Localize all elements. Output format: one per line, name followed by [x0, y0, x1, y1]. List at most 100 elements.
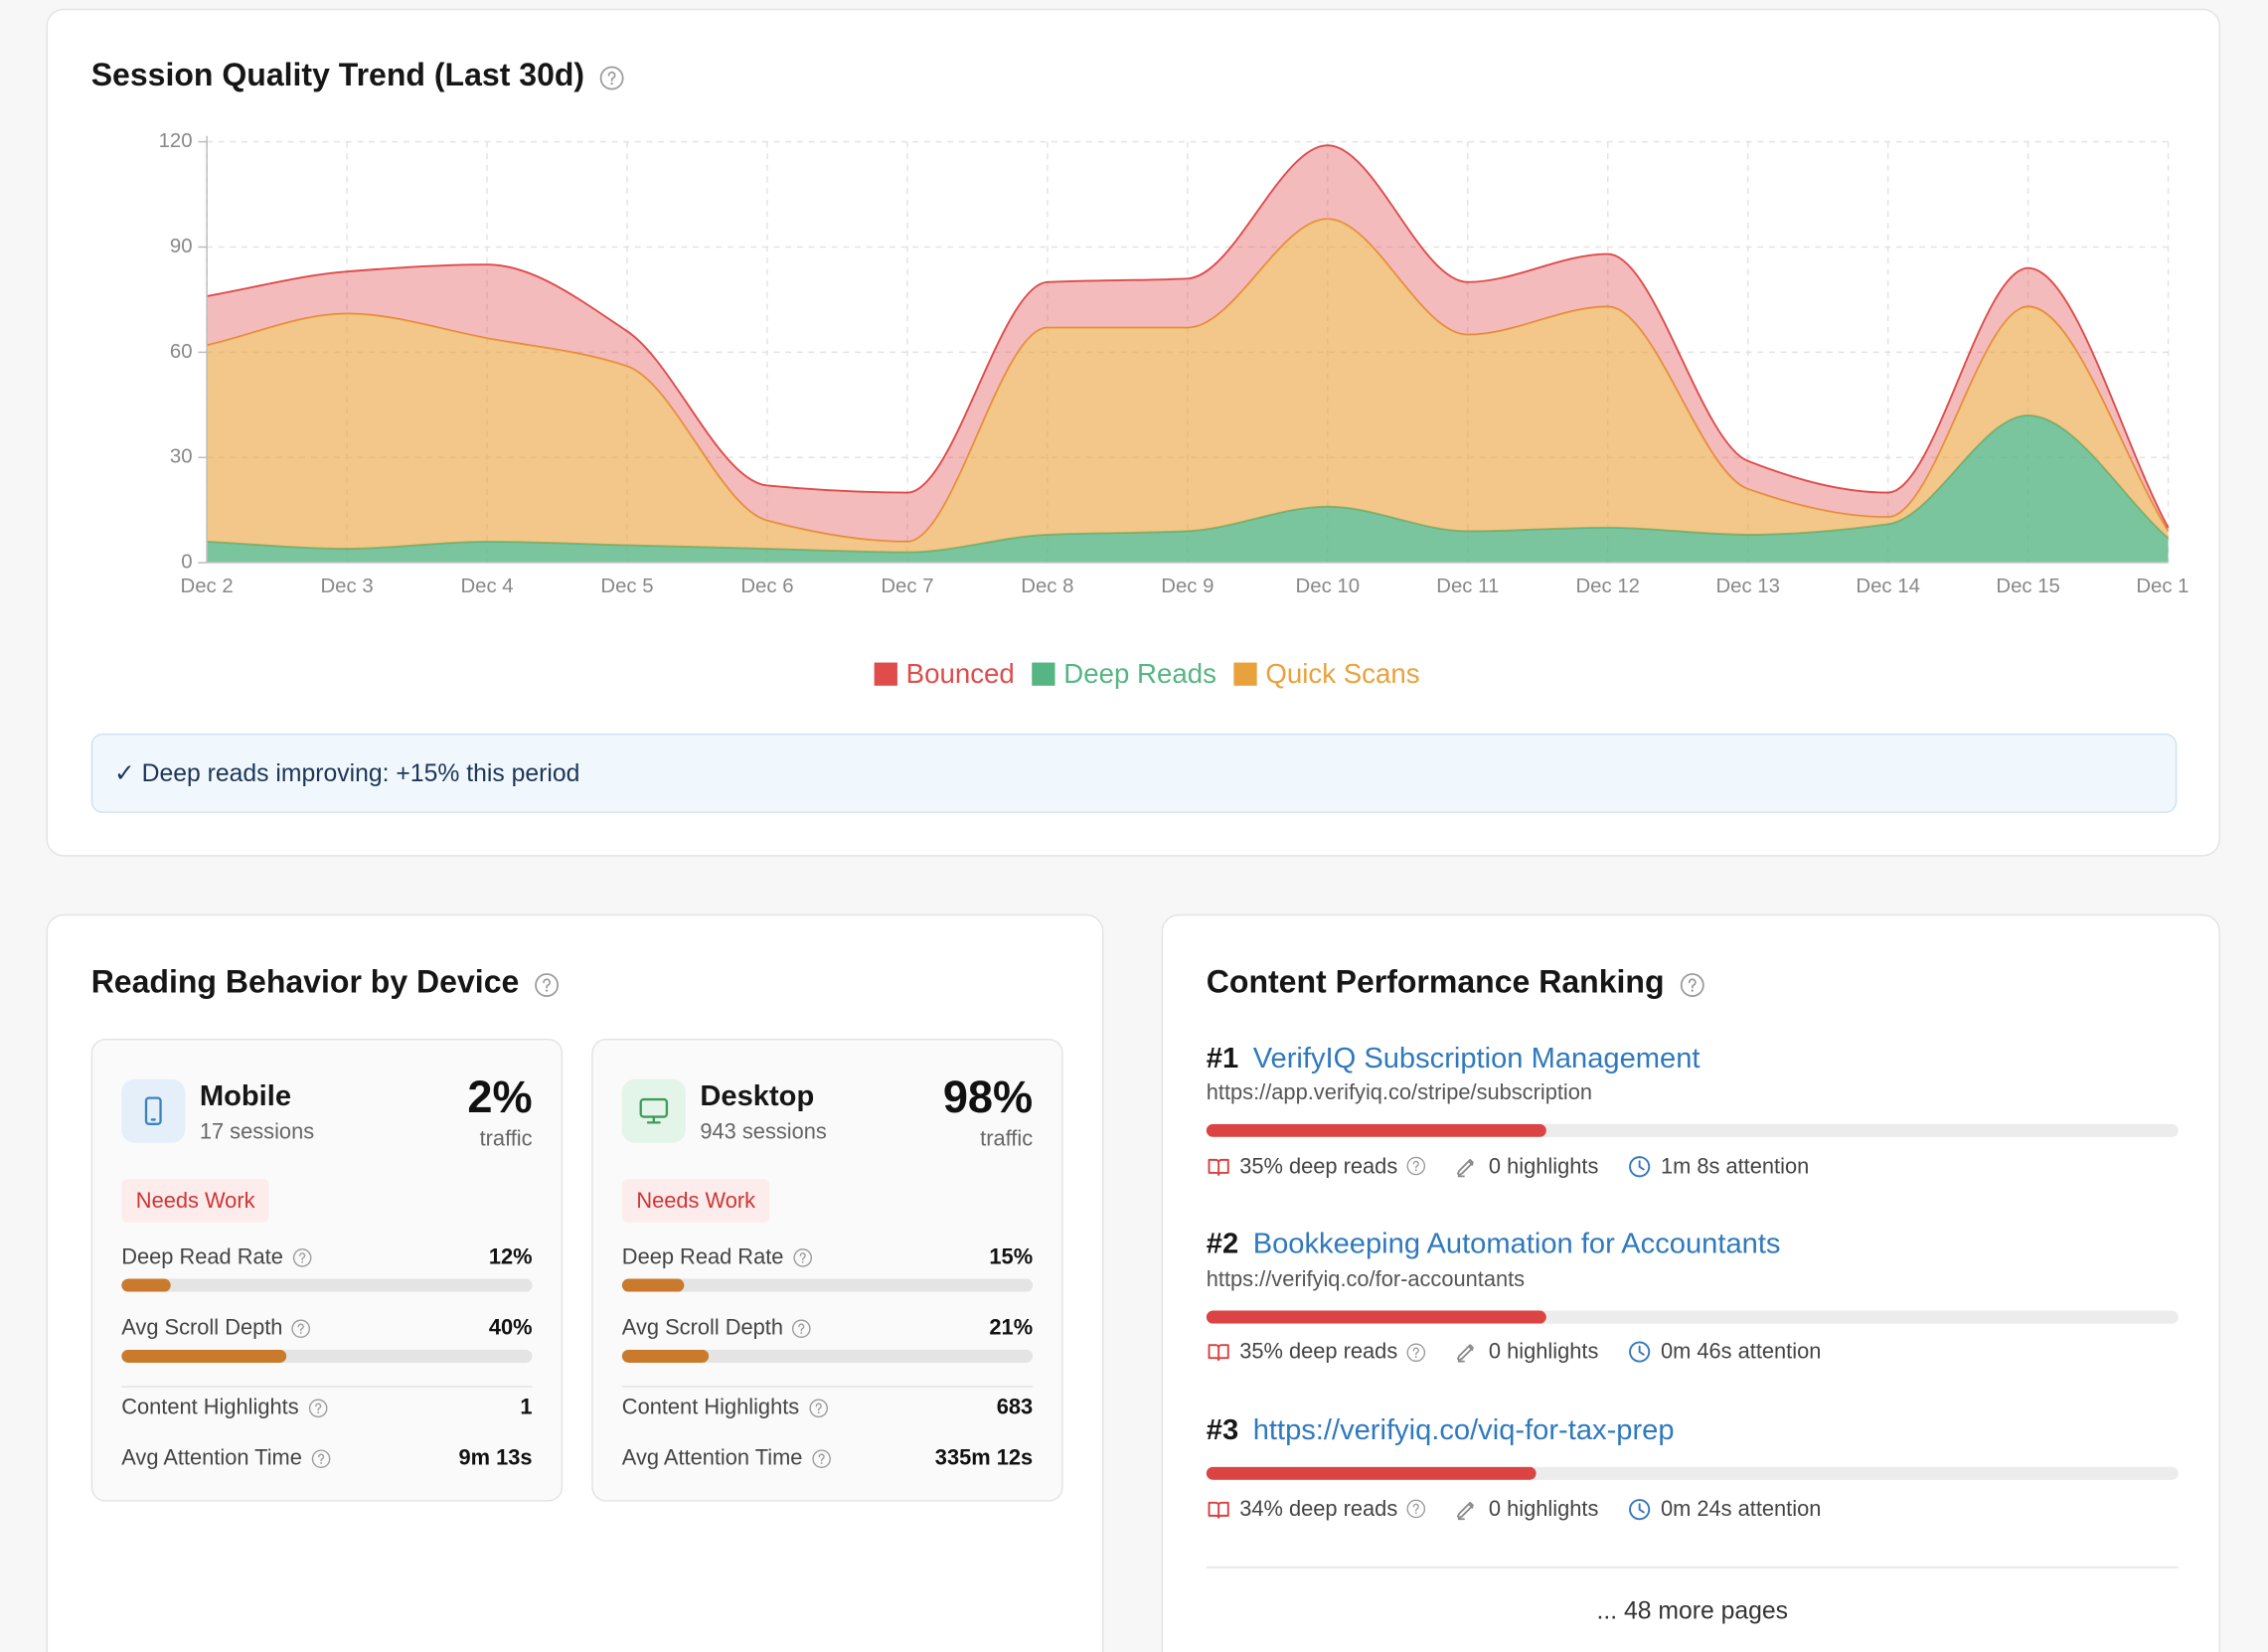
stat-icon — [1629, 1498, 1651, 1520]
help-dot — [1415, 1512, 1418, 1515]
help-mark — [543, 978, 551, 989]
help-dot — [545, 989, 549, 992]
help-glyph — [1406, 1499, 1426, 1519]
metric-value: 683 — [996, 1395, 1034, 1420]
metric-label-text: Avg Attention Time — [121, 1445, 302, 1471]
phone-body — [144, 1096, 162, 1125]
metric-label-text: Avg Scroll Depth — [621, 1315, 784, 1341]
stat-text: 35% deep reads — [1239, 1339, 1398, 1365]
book-icon — [1208, 1344, 1229, 1362]
help-circle — [1406, 1499, 1426, 1519]
clock-hands — [1638, 1159, 1645, 1170]
stat: 0 highlights — [1455, 1154, 1598, 1178]
item-link[interactable]: https://verifyiq.co/viq-for-tax-prep — [1252, 1413, 1675, 1446]
help-glyph — [812, 1448, 831, 1468]
help-circle — [792, 1318, 812, 1338]
y-tick-label: 30 — [170, 446, 193, 468]
metric-label-text: Content Highlights — [121, 1395, 299, 1420]
metric-label: Content Highlights — [622, 1396, 829, 1419]
highlighter-icon — [1457, 1501, 1475, 1520]
help-dot — [316, 1410, 319, 1413]
item-link[interactable]: Bookkeeping Automation for Accountants — [1252, 1228, 1781, 1260]
help-icon[interactable] — [808, 1398, 828, 1417]
deep-read-bar — [1206, 1466, 1538, 1480]
help-icon[interactable] — [1406, 1342, 1426, 1362]
device-share: 98% — [942, 1072, 1034, 1123]
stat-text: 0m 24s attention — [1660, 1496, 1822, 1522]
help-circle — [1680, 973, 1704, 998]
stat-icon — [1457, 1344, 1475, 1363]
ranking-card: Content Performance Ranking #1 VerifyIQ S… — [1161, 913, 2220, 1652]
book-icon — [1208, 1158, 1229, 1176]
divider — [121, 1386, 533, 1388]
metric-track — [121, 1349, 533, 1363]
item-stats: 34% deep reads 0 highlights 0m 24s attenti… — [1207, 1493, 1842, 1525]
clock-face — [1629, 1341, 1651, 1363]
help-circle — [1406, 1342, 1426, 1362]
stat-icon — [1208, 1501, 1229, 1519]
help-icon[interactable] — [292, 1247, 312, 1267]
help-icon[interactable] — [792, 1247, 812, 1267]
help-glyph — [292, 1247, 312, 1266]
help-icon[interactable] — [534, 969, 560, 998]
device-sessions: 17 sessions — [199, 1119, 315, 1145]
help-glyph — [1406, 1156, 1426, 1176]
legend-swatch — [1233, 662, 1257, 686]
device-sessions: 943 sessions — [700, 1119, 827, 1145]
help-glyph — [599, 66, 624, 90]
metric-track — [621, 1278, 1034, 1292]
area-fill — [207, 219, 2169, 553]
x-tick-label: Dec 9 — [1161, 576, 1214, 597]
legend-label: Quick Scans — [1265, 658, 1419, 689]
metric-track — [621, 1349, 1034, 1363]
help-icon[interactable] — [1679, 969, 1704, 998]
help-icon[interactable] — [811, 1448, 831, 1468]
help-icon[interactable] — [1406, 1156, 1426, 1176]
legend-label: Deep Reads — [1063, 658, 1216, 689]
help-dot — [1415, 1169, 1418, 1172]
metric-label-text: Deep Read Rate — [621, 1244, 784, 1270]
help-icon[interactable] — [311, 1448, 331, 1468]
help-icon[interactable] — [1406, 1499, 1426, 1519]
stat-icon — [1629, 1341, 1651, 1363]
help-icon[interactable] — [307, 1398, 327, 1417]
device-icon — [621, 1078, 686, 1143]
device-share-label: traffic — [980, 1126, 1034, 1152]
status-badge: Needs Work — [121, 1179, 270, 1223]
help-icon[interactable] — [599, 63, 625, 90]
help-dot — [319, 1461, 322, 1464]
item-stats: 35% deep reads 0 highlights 0m 46s attenti… — [1207, 1336, 1842, 1368]
highlighter-icon — [1457, 1158, 1475, 1177]
more-pages[interactable]: ... 48 more pages — [1596, 1596, 1789, 1625]
x-tick-label: Dec 2 — [181, 576, 234, 597]
metric-label-text: Avg Scroll Depth — [121, 1315, 283, 1341]
item-link[interactable]: VerifyIQ Subscription Management — [1252, 1042, 1701, 1074]
x-tick-label: Dec 4 — [460, 576, 513, 597]
x-tick-label: Dec 7 — [881, 576, 933, 597]
deep-read-bar — [1206, 1123, 1547, 1137]
ranking-item: #1 VerifyIQ Subscription Management https:… — [1206, 1039, 2179, 1198]
help-glyph — [808, 1398, 828, 1417]
device-name: Mobile — [199, 1080, 292, 1113]
x-tick-label: Dec 5 — [600, 576, 653, 597]
metric-bar — [121, 1278, 171, 1292]
help-circle — [292, 1247, 312, 1266]
help-icon[interactable] — [792, 1318, 812, 1338]
help-icon[interactable] — [291, 1318, 311, 1338]
stat: 35% deep reads — [1207, 1153, 1427, 1179]
help-glyph — [535, 973, 559, 998]
stat: 0 highlights — [1455, 1497, 1598, 1521]
help-dot — [300, 1331, 303, 1334]
help-circle — [793, 1247, 812, 1266]
help-mark — [799, 1251, 806, 1260]
help-mark — [1688, 978, 1697, 989]
device-share-label: traffic — [479, 1126, 533, 1152]
help-mark — [314, 1402, 321, 1410]
stat-text: 35% deep reads — [1239, 1153, 1398, 1179]
metric-label-text: Avg Attention Time — [621, 1445, 803, 1471]
item-rank: #1 — [1206, 1042, 1239, 1074]
device-name: Desktop — [700, 1080, 815, 1113]
help-circle — [1406, 1156, 1426, 1176]
stat-text: 0m 46s attention — [1660, 1339, 1822, 1365]
help-glyph — [1406, 1342, 1426, 1362]
